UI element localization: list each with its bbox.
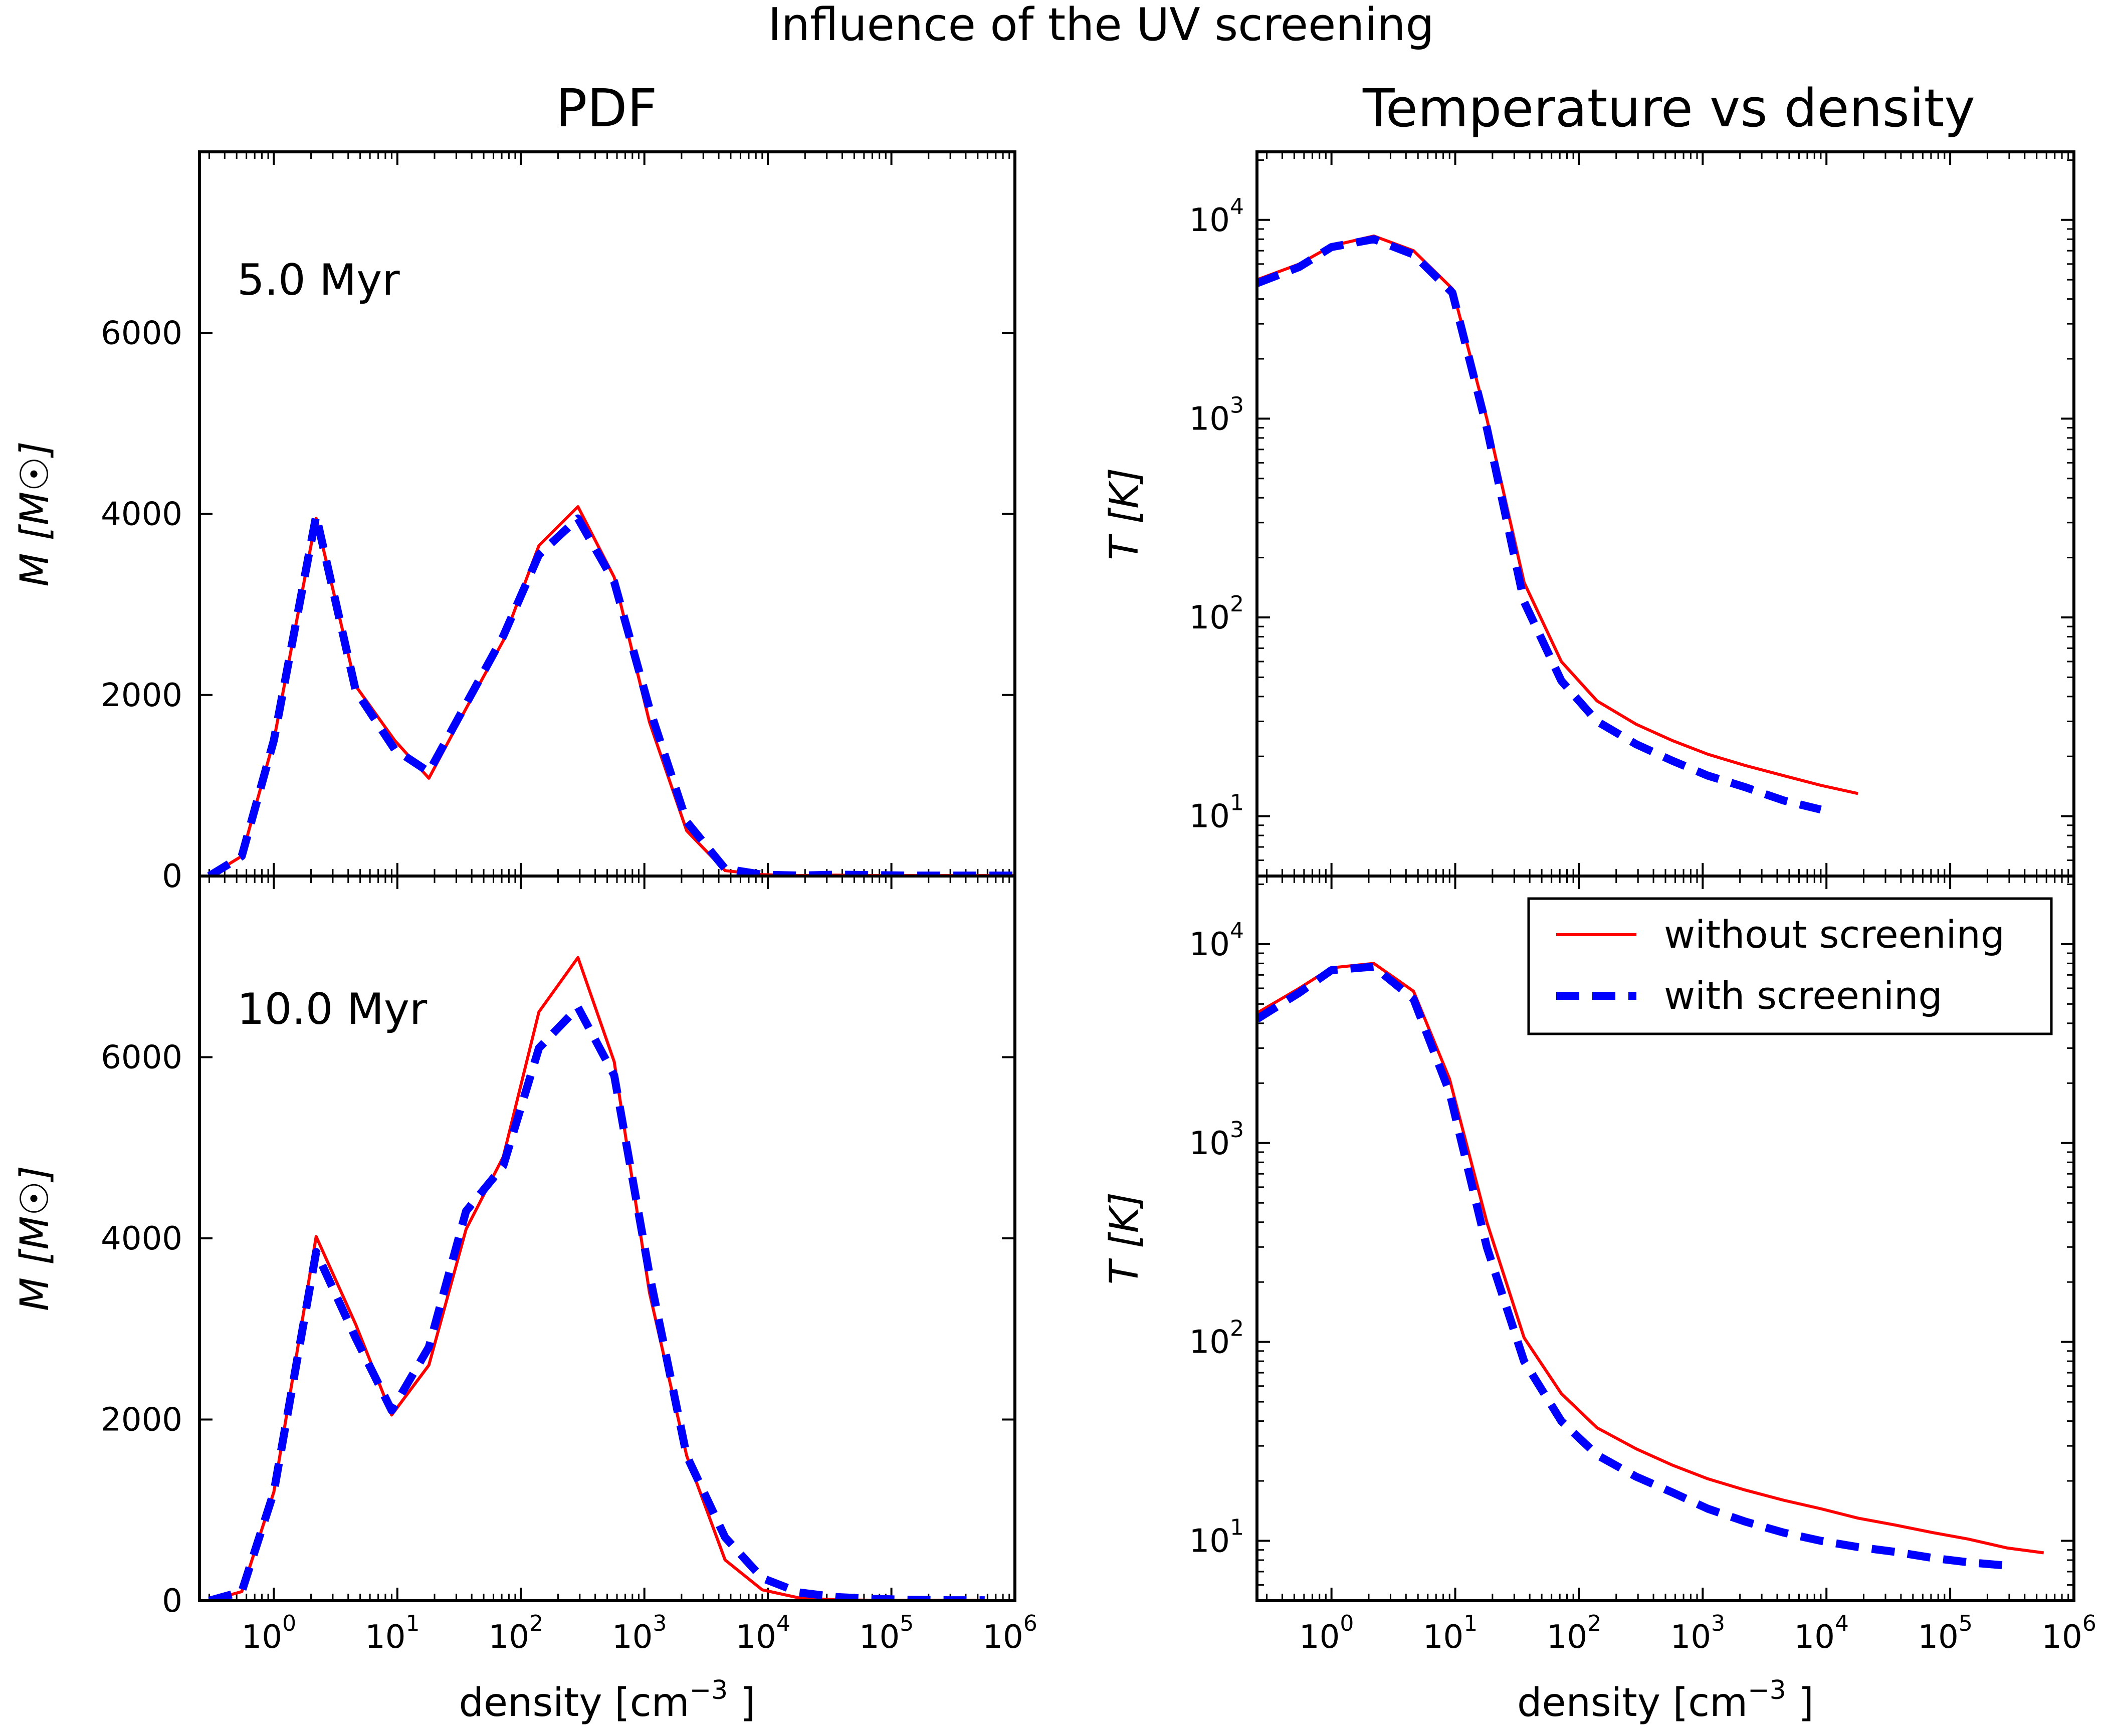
x-tick-label: 105 [859,1611,914,1656]
series-group [1257,962,2044,1570]
y-tick-label: 2000 [101,1402,182,1439]
x-tick-label: 103 [1670,1611,1725,1656]
y-tick-label: 103 [1189,1117,1244,1162]
x-tick-label: 106 [982,1611,1037,1656]
series-group [1257,234,1858,814]
x-tick-label: 100 [242,1611,296,1656]
x-tick-label: 102 [1547,1611,1601,1656]
axes-frame [198,875,1016,1602]
y-tick-label: 102 [1189,1316,1244,1361]
y-axis-title: T [K] [1102,1192,1147,1284]
plot-area: 0 2000 4000 6000 M [M☉] 5.0 Myr 0 2000 4000 6000 1… [13,150,2096,1725]
x-tick-label: 101 [365,1611,419,1656]
series-line-without-screening [1257,962,2044,1555]
y-tick-label: 2000 [101,677,182,714]
series-line-without-screening [1257,234,1858,795]
x-tick-label: 103 [612,1611,667,1656]
y-tick-label: 4000 [101,1220,182,1257]
y-tick-label: 102 [1189,591,1244,636]
legend-label: without screening [1664,912,2005,957]
x-axis-title: density [cm−3 ] [1517,1675,1814,1725]
series-line-with-screening [1257,962,2008,1570]
time-annotation: 5.0 Myr [237,255,400,305]
y-tick-label: 101 [1189,1515,1244,1560]
series-group [208,956,985,1601]
legend-box [1527,897,2053,1035]
panel-pdf-10myr: 0 2000 4000 6000 100 101 102 103 104 105 106 densit… [13,875,1037,1725]
series-line-with-screening [1257,235,1822,814]
legend: without screening with screening [1527,897,2053,1035]
time-annotation: 10.0 Myr [237,984,428,1034]
y-tick-label: 101 [1189,790,1244,835]
axes-frame [1255,150,2075,878]
x-tick-label: 101 [1423,1611,1478,1656]
x-tick-label: 100 [1299,1611,1354,1656]
legend-label: with screening [1664,973,1943,1018]
y-tick-label: 104 [1189,194,1244,239]
x-tick-label: 104 [735,1611,790,1656]
y-tick-label: 104 [1189,918,1244,963]
series-line-with-screening [208,1003,985,1601]
panel-pdf-5myr: 0 2000 4000 6000 M [M☉] 5.0 Myr [13,150,1016,895]
x-tick-label: 105 [1918,1611,1972,1656]
y-axis-title: M [M☉] [13,1166,58,1311]
y-axis-title: M [M☉] [13,441,58,586]
col-title-pdf: PDF [556,78,658,139]
y-tick-label: 0 [162,858,182,895]
x-tick-label: 104 [1794,1611,1848,1656]
y-tick-label: 4000 [101,496,182,533]
series-line-with-screening [207,512,1015,876]
panel-temp-5myr: 101 102 103 104 T [K] [1102,150,2075,878]
series-group [207,505,1015,876]
col-title-temperature: Temperature vs density [1362,78,1975,139]
x-tick-label: 102 [489,1611,543,1656]
axes-frame [1255,875,2075,1602]
y-tick-label: 6000 [101,1039,182,1076]
x-tick-label: 106 [2041,1611,2096,1656]
y-tick-label: 0 [162,1583,182,1620]
y-tick-label: 6000 [101,315,182,352]
y-tick-label: 103 [1189,392,1244,438]
x-axis-title: density [cm−3 ] [459,1675,756,1725]
figure-suptitle: Influence of the UV screening [768,0,1434,51]
y-axis-title: T [K] [1102,468,1147,560]
panel-temp-10myr: 101 102 103 104 100 101 102 103 104 105 106 density… [1102,875,2096,1725]
